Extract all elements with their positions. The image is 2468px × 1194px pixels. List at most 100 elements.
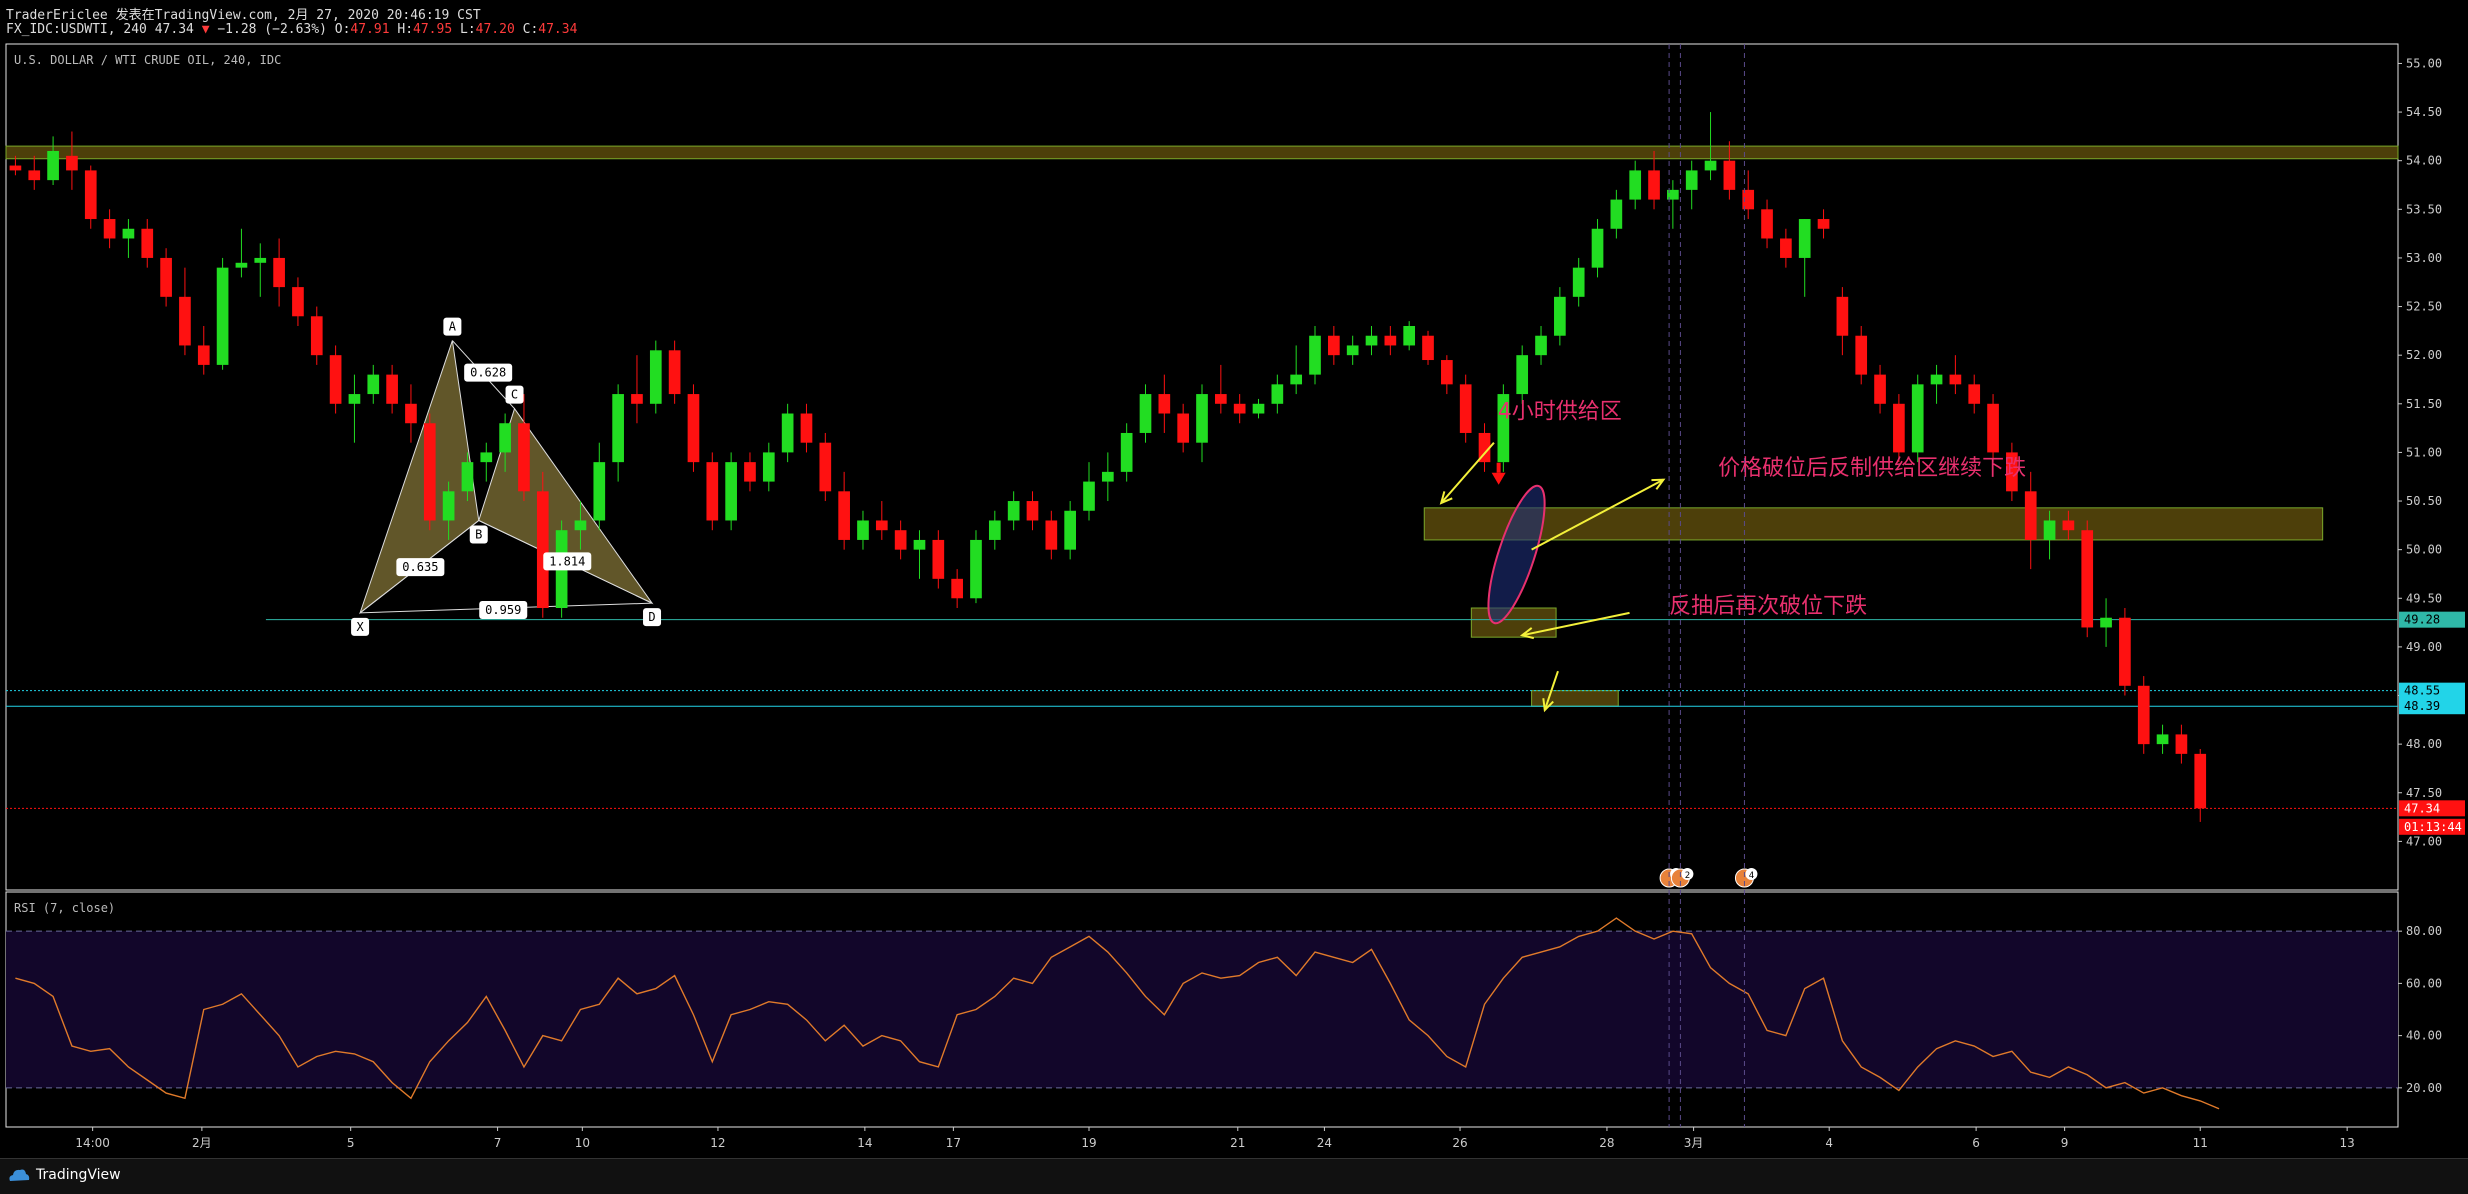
candle[interactable] — [536, 491, 549, 608]
candle[interactable] — [386, 374, 398, 404]
candle[interactable] — [1252, 403, 1265, 414]
candle[interactable] — [838, 491, 850, 540]
candle[interactable] — [84, 170, 97, 220]
candle[interactable] — [2062, 520, 2075, 531]
candle[interactable] — [1422, 335, 1434, 361]
rsi-line[interactable] — [15, 917, 2220, 1110]
candle[interactable] — [1384, 335, 1397, 346]
candle[interactable] — [1101, 471, 1114, 482]
candle[interactable] — [1610, 199, 1623, 229]
candle[interactable] — [1214, 394, 1227, 404]
supply-zone[interactable] — [5, 145, 2399, 160]
supply-zone[interactable] — [1423, 507, 2324, 541]
candle[interactable] — [1365, 335, 1378, 346]
candle[interactable] — [461, 462, 474, 492]
candle[interactable] — [310, 316, 323, 356]
pattern-point-badge[interactable] — [469, 525, 488, 544]
candle[interactable] — [197, 345, 210, 365]
supply-zone-arrow[interactable] — [1440, 442, 1495, 504]
chart-annotation[interactable]: 反抽后再次破位下跌 — [1669, 594, 1867, 619]
fib-ratio-badge[interactable] — [396, 558, 445, 577]
candle[interactable] — [2119, 617, 2131, 686]
price-label-box[interactable] — [2399, 682, 2465, 699]
candle[interactable] — [574, 520, 587, 531]
candle[interactable] — [28, 170, 41, 181]
candle[interactable] — [970, 539, 982, 599]
candle[interactable] — [725, 462, 737, 521]
retest-arrow[interactable] — [1521, 611, 1630, 637]
symbol-label[interactable]: FX_IDC:USDWTI, 240 — [6, 22, 147, 37]
continuation-arrow[interactable] — [1531, 478, 1664, 551]
candle[interactable] — [1403, 326, 1416, 346]
candle[interactable] — [1704, 160, 1717, 171]
candle[interactable] — [1554, 296, 1566, 336]
candle[interactable] — [1893, 403, 1905, 453]
candle[interactable] — [367, 374, 380, 395]
candle[interactable] — [9, 165, 22, 171]
candle[interactable] — [518, 423, 530, 492]
candle[interactable] — [103, 219, 116, 239]
pattern-point-badge[interactable] — [351, 617, 370, 636]
candle[interactable] — [932, 539, 945, 579]
candle[interactable] — [1987, 403, 1999, 453]
candle[interactable] — [480, 452, 493, 463]
pattern-point-badge[interactable] — [443, 317, 462, 336]
candle[interactable] — [1572, 267, 1585, 297]
main-pane[interactable]: U.S. DOLLAR / WTI CRUDE OIL, 240, IDC X A B… — [5, 43, 2399, 891]
candle[interactable] — [1346, 345, 1359, 356]
candle[interactable] — [1723, 160, 1736, 190]
candle[interactable] — [1290, 374, 1303, 385]
candle[interactable] — [2043, 520, 2056, 540]
candle[interactable] — [1817, 219, 1830, 229]
candle[interactable] — [254, 257, 267, 263]
tradingview-brand[interactable]: TradingView — [8, 1167, 121, 1183]
candle[interactable] — [292, 287, 304, 317]
candle[interactable] — [2194, 753, 2207, 809]
candle[interactable] — [442, 491, 455, 521]
fib-ratio-badge[interactable] — [543, 552, 592, 571]
price-label-box[interactable] — [2399, 800, 2465, 817]
candle[interactable] — [1949, 374, 1962, 385]
fib-ratio-badge[interactable] — [464, 363, 513, 382]
candle[interactable] — [2156, 734, 2169, 745]
candle[interactable] — [1648, 170, 1660, 200]
candle[interactable] — [612, 394, 624, 463]
price-label-box[interactable] — [2399, 698, 2465, 715]
candle[interactable] — [819, 442, 832, 492]
chart-annotation[interactable]: 4小时供给区 — [1498, 399, 1622, 424]
candle[interactable] — [593, 462, 606, 521]
candle[interactable] — [405, 403, 417, 424]
breakdown-ellipse[interactable] — [1477, 480, 1556, 628]
candle[interactable] — [235, 262, 248, 268]
candle[interactable] — [1120, 432, 1133, 472]
supply-zone[interactable] — [1470, 607, 1557, 638]
price-label-box[interactable] — [2399, 818, 2465, 835]
pattern-point-badge[interactable] — [643, 608, 662, 627]
pattern-point-badge[interactable] — [505, 385, 524, 404]
candle[interactable] — [141, 228, 154, 258]
candle[interactable] — [1911, 384, 1924, 453]
price-label-box[interactable] — [2399, 611, 2465, 628]
candle[interactable] — [1064, 510, 1076, 550]
candle[interactable] — [1780, 238, 1792, 258]
candle[interactable] — [499, 423, 511, 453]
candle[interactable] — [1177, 413, 1190, 443]
candle[interactable] — [1874, 374, 1886, 404]
candle[interactable] — [800, 413, 813, 443]
candle[interactable] — [631, 394, 643, 404]
candle[interactable] — [1158, 394, 1171, 414]
candle[interactable] — [2137, 685, 2150, 745]
candle[interactable] — [1007, 501, 1020, 521]
candle[interactable] — [273, 257, 285, 288]
candle[interactable] — [1516, 355, 1529, 395]
candle[interactable] — [1591, 228, 1604, 268]
fib-ratio-badge[interactable] — [479, 600, 528, 619]
candle[interactable] — [781, 413, 794, 453]
candle[interactable] — [2081, 530, 2094, 628]
candle[interactable] — [47, 150, 59, 181]
chart-annotation[interactable]: 价格破位后反制供给区继续下跌 — [1718, 456, 2026, 481]
candle[interactable] — [1798, 219, 1811, 258]
candle[interactable] — [988, 520, 1001, 540]
price-chart[interactable]: U.S. DOLLAR / WTI CRUDE OIL, 240, IDC X A B… — [0, 42, 2468, 1158]
candle[interactable] — [1045, 520, 1058, 550]
